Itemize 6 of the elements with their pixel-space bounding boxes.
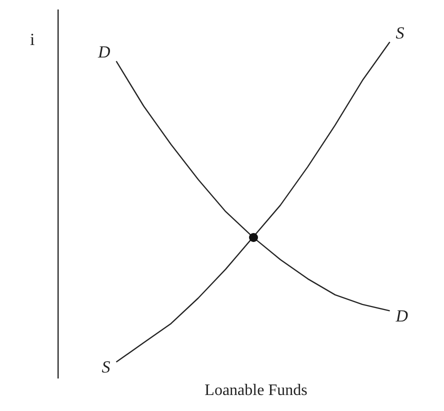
series-label: S	[396, 23, 405, 42]
y-axis-title: i	[30, 30, 35, 50]
series-label: D	[96, 42, 111, 62]
x-axis-title: Loanable Funds	[204, 382, 308, 400]
text: D	[396, 306, 408, 326]
text: S	[102, 357, 110, 376]
